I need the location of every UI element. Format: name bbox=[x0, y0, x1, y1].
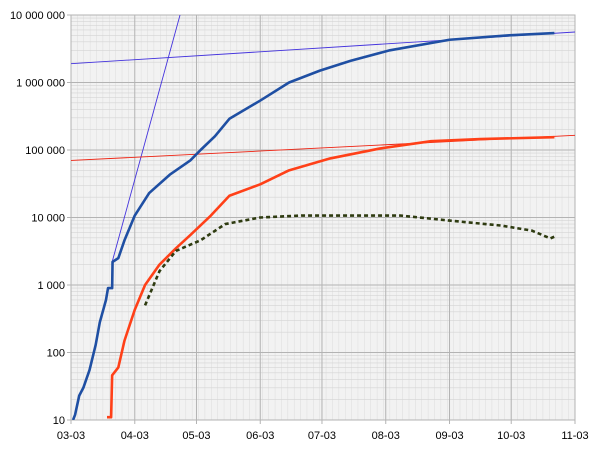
y-tick-label: 1 000 000 bbox=[16, 78, 65, 90]
y-tick-label: 10 000 bbox=[31, 213, 65, 225]
series-group bbox=[71, 15, 575, 420]
x-tick-label: 09-03 bbox=[435, 430, 463, 442]
y-tick-label: 10 bbox=[53, 415, 65, 427]
plot-border bbox=[70, 14, 576, 421]
series-line-1 bbox=[107, 135, 555, 419]
y-tick-label: 1 000 bbox=[37, 280, 65, 292]
x-tick-label: 11-03 bbox=[561, 430, 588, 442]
series-line-2 bbox=[143, 214, 555, 306]
x-tick-label: 06-03 bbox=[246, 430, 274, 442]
x-tick-label: 10-03 bbox=[497, 430, 525, 442]
series-line-0 bbox=[71, 31, 555, 420]
y-tick-label: 100 000 bbox=[25, 145, 65, 157]
x-tick-label: 05-03 bbox=[182, 430, 210, 442]
x-tick-label: 07-03 bbox=[308, 430, 336, 442]
x-tick-label: 08-03 bbox=[372, 430, 400, 442]
trendline-1 bbox=[111, 15, 181, 263]
y-tick-label: 100 bbox=[47, 348, 65, 360]
x-tick-label: 03-03 bbox=[57, 430, 85, 442]
x-tick-label: 04-03 bbox=[121, 430, 149, 442]
y-tick-label: 10 000 000 bbox=[10, 10, 65, 22]
